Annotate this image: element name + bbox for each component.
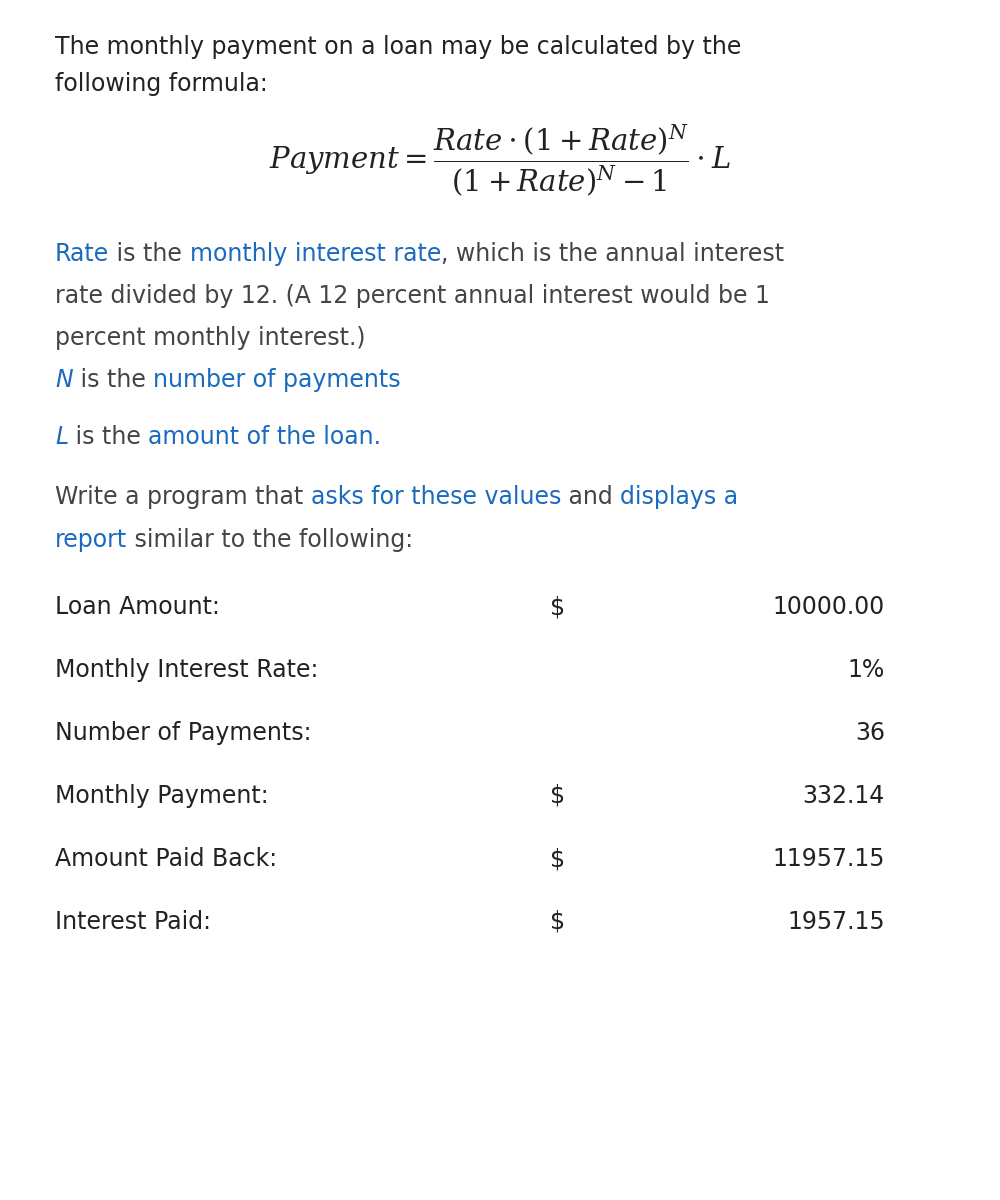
Text: $\mathit{Payment} = \dfrac{\mathit{Rate} \cdot (1+\mathit{Rate})^{N}}{(1+\mathit: $\mathit{Payment} = \dfrac{\mathit{Rate}… — [269, 122, 731, 198]
Text: $: $ — [550, 595, 565, 619]
Text: $: $ — [550, 910, 565, 934]
Text: asks for these values: asks for these values — [311, 485, 561, 509]
Text: Monthly Payment:: Monthly Payment: — [55, 784, 269, 808]
Text: 36: 36 — [855, 721, 885, 745]
Text: displays a: displays a — [620, 485, 738, 509]
Text: is the: is the — [73, 368, 153, 392]
Text: and: and — [561, 485, 620, 509]
Text: report: report — [55, 528, 127, 552]
Text: Number of Payments:: Number of Payments: — [55, 721, 312, 745]
Text: N: N — [55, 368, 73, 392]
Text: amount of the loan.: amount of the loan. — [148, 425, 382, 449]
Text: Rate: Rate — [55, 242, 109, 266]
Text: 11957.15: 11957.15 — [772, 847, 885, 871]
Text: 1%: 1% — [848, 658, 885, 682]
Text: Monthly Interest Rate:: Monthly Interest Rate: — [55, 658, 318, 682]
Text: The monthly payment on a loan may be calculated by the: The monthly payment on a loan may be cal… — [55, 35, 741, 59]
Text: is the: is the — [68, 425, 148, 449]
Text: following formula:: following formula: — [55, 72, 268, 96]
Text: monthly interest rate: monthly interest rate — [190, 242, 441, 266]
Text: Amount Paid Back:: Amount Paid Back: — [55, 847, 277, 871]
Text: similar to the following:: similar to the following: — [127, 528, 413, 552]
Text: Loan Amount:: Loan Amount: — [55, 595, 220, 619]
Text: $: $ — [550, 784, 565, 808]
Text: 1957.15: 1957.15 — [787, 910, 885, 934]
Text: is the: is the — [109, 242, 190, 266]
Text: , which is the annual interest: , which is the annual interest — [441, 242, 784, 266]
Text: number of payments: number of payments — [153, 368, 401, 392]
Text: Write a program that: Write a program that — [55, 485, 311, 509]
Text: Interest Paid:: Interest Paid: — [55, 910, 211, 934]
Text: $: $ — [550, 847, 565, 871]
Text: rate divided by 12. (A 12 percent annual interest would be 1: rate divided by 12. (A 12 percent annual… — [55, 284, 770, 308]
Text: L: L — [55, 425, 68, 449]
Text: percent monthly interest.): percent monthly interest.) — [55, 326, 366, 350]
Text: 10000.00: 10000.00 — [773, 595, 885, 619]
Text: 332.14: 332.14 — [803, 784, 885, 808]
